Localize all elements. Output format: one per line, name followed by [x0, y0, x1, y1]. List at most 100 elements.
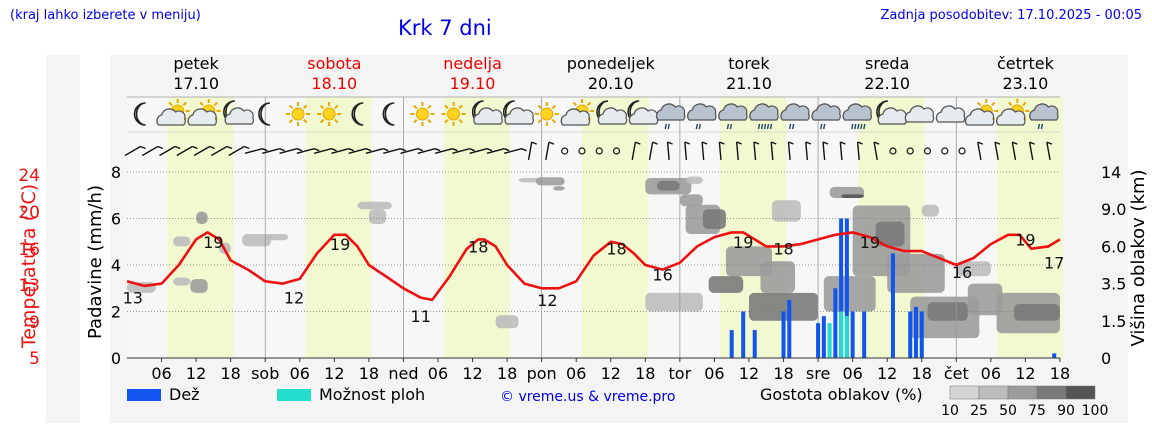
cloud-shape	[473, 107, 503, 125]
barb-shaft	[701, 141, 705, 161]
raindrop	[760, 123, 764, 130]
wind-barb-icon	[770, 141, 777, 161]
x-tick-label: 06	[981, 364, 1001, 383]
legend-rain-label: Dež	[169, 385, 200, 404]
raindrop	[854, 123, 857, 130]
cloud-block	[656, 180, 680, 191]
barb-feather	[684, 141, 691, 145]
barb-feather	[383, 148, 389, 152]
barb-feather	[209, 145, 215, 150]
barb-shaft	[313, 147, 332, 155]
barb-feather	[548, 141, 555, 145]
wind-barb-icon	[176, 145, 198, 157]
sun-ray	[319, 104, 325, 110]
cloud-shape	[560, 108, 591, 126]
cloud-moon-icon	[596, 100, 628, 125]
cloud-block	[841, 194, 865, 199]
wind-barb-icon	[1011, 141, 1018, 160]
barb-shaft	[873, 142, 878, 160]
barb-feather	[157, 145, 164, 150]
rain-bar	[862, 311, 867, 358]
sun-ray	[334, 118, 339, 124]
heavy-rain-icon	[842, 103, 872, 130]
wind-barb-icon	[1028, 141, 1035, 160]
wind-barb-icon	[735, 141, 742, 161]
cloud-height-tick-label: 1.5	[1101, 312, 1126, 331]
shower-bar	[844, 316, 849, 358]
wind-barb-icon	[124, 145, 146, 157]
legend-showers-swatch	[277, 389, 311, 401]
barb-feather	[788, 141, 794, 145]
wind-barb-icon	[631, 141, 641, 160]
raindrop	[757, 123, 761, 130]
wind-barb-icon	[331, 147, 355, 155]
raindrop	[823, 123, 826, 130]
cloud-shape	[187, 108, 217, 126]
wind-barb-icon	[400, 147, 424, 155]
barb-feather	[652, 141, 658, 145]
temp-tick-label: 24	[18, 166, 40, 186]
cloud-density-label: 90	[1057, 403, 1075, 419]
cloud-block	[173, 277, 191, 286]
temperature-label: 11	[411, 307, 431, 326]
raindrop	[863, 123, 866, 130]
sun-ray	[168, 101, 173, 107]
raindrop	[769, 123, 773, 130]
cloud-block	[357, 201, 392, 210]
barb-feather	[400, 148, 406, 152]
cloud-shape	[156, 108, 186, 126]
cloud-block	[823, 276, 876, 312]
rain-bar	[908, 311, 913, 358]
barb-shaft	[805, 141, 809, 161]
barb-feather	[296, 148, 303, 152]
barb-feather	[840, 141, 846, 145]
rain-bar	[833, 288, 838, 358]
temperature-label: 18	[468, 237, 488, 256]
rain-cloud-icon	[811, 103, 841, 130]
sun-icon	[317, 102, 342, 126]
wind-barb-icon	[856, 141, 863, 161]
region-hint[interactable]: (kraj lahko izberete v meniju)	[10, 8, 201, 23]
temperature-label: 16	[652, 265, 672, 284]
sun-icon	[441, 102, 466, 126]
x-tick-label: 06	[704, 364, 724, 383]
day-date: 22.10	[864, 74, 910, 93]
barb-feather	[1029, 141, 1035, 145]
cloud-icon	[904, 105, 935, 123]
cloud-moon-icon	[223, 100, 255, 125]
barb-feather	[331, 148, 337, 152]
cloud-block	[772, 200, 801, 222]
wind-barb-icon	[228, 145, 250, 157]
x-tick-label: pon	[527, 364, 557, 383]
day-date: 20.10	[588, 74, 634, 93]
wind-barb-icon	[753, 141, 760, 161]
barb-feather	[434, 148, 441, 152]
wind-barb-icon	[612, 147, 621, 155]
barb-feather	[469, 148, 475, 152]
barb-shaft	[348, 147, 367, 155]
barb-feather	[701, 141, 708, 145]
wind-barb-icon	[561, 147, 569, 155]
barb-feather	[635, 141, 641, 145]
cloud-block	[645, 292, 703, 312]
cloud-block	[921, 204, 940, 217]
barb-shaft	[383, 147, 401, 155]
barb-shaft	[787, 141, 791, 161]
cloud-shape	[811, 103, 841, 121]
barb-shaft	[452, 147, 470, 155]
legend-rain-swatch	[127, 389, 161, 401]
barb-shaft	[279, 147, 298, 155]
shower-bar	[827, 323, 832, 358]
raindrop	[729, 123, 733, 130]
barb-feather	[452, 148, 458, 152]
wind-barb-icon	[469, 147, 493, 155]
x-tick-label: 18	[912, 364, 932, 383]
cloud-density-swatch	[1065, 385, 1096, 400]
barb-shaft	[735, 141, 739, 161]
cloud-shape	[780, 103, 810, 121]
wind-barb-icon	[313, 147, 337, 155]
temp-tick-label: 13	[18, 276, 40, 296]
barb-feather	[531, 141, 537, 145]
x-tick-label: 06	[290, 364, 310, 383]
cloud-shape	[597, 107, 628, 125]
